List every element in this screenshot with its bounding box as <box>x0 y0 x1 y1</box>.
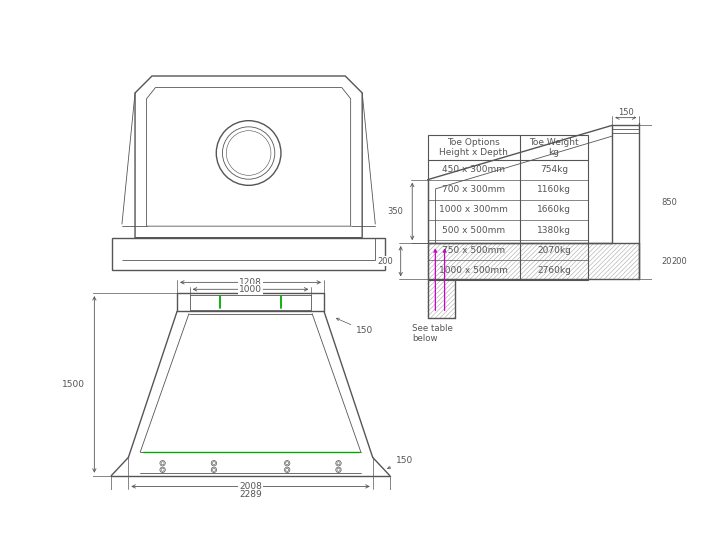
Bar <box>427 135 588 280</box>
Text: 1500: 1500 <box>62 380 85 389</box>
Text: 200: 200 <box>661 257 677 266</box>
Text: 850: 850 <box>661 198 677 207</box>
Text: 150: 150 <box>337 318 374 336</box>
Text: 1000 x 300mm: 1000 x 300mm <box>439 206 508 214</box>
Text: 200: 200 <box>672 257 688 266</box>
Text: 750 x 500mm: 750 x 500mm <box>442 245 505 255</box>
Text: Toe Options
Height x Depth: Toe Options Height x Depth <box>439 138 508 157</box>
Text: 1208: 1208 <box>239 278 262 287</box>
Text: 1660kg: 1660kg <box>537 206 571 214</box>
Text: 2760kg: 2760kg <box>537 266 571 274</box>
Text: 450 x 300mm: 450 x 300mm <box>442 166 505 174</box>
Text: 2070kg: 2070kg <box>537 245 571 255</box>
Text: 1000: 1000 <box>239 285 262 294</box>
Text: 1160kg: 1160kg <box>537 185 571 195</box>
Text: Toe Weight
kg: Toe Weight kg <box>529 138 579 157</box>
Text: 200: 200 <box>377 257 393 266</box>
Text: 754kg: 754kg <box>540 166 568 174</box>
Text: 500 x 500mm: 500 x 500mm <box>442 226 505 234</box>
Text: 700 x 300mm: 700 x 300mm <box>442 185 505 195</box>
Text: 150: 150 <box>387 456 413 469</box>
Text: 1380kg: 1380kg <box>537 226 571 234</box>
Text: See table
below: See table below <box>412 324 453 343</box>
Text: 350: 350 <box>387 207 403 216</box>
Text: 2289: 2289 <box>239 490 262 499</box>
Text: 1000 x 500mm: 1000 x 500mm <box>439 266 508 274</box>
Text: 2008: 2008 <box>239 482 262 491</box>
Text: 150: 150 <box>618 108 634 117</box>
